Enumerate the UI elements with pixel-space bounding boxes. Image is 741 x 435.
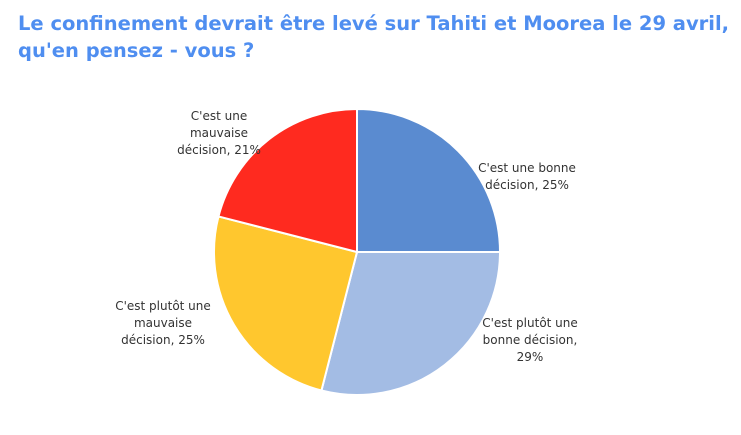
slice-data-label: C'est plutôt une mauvaise décision, 25%	[115, 299, 211, 347]
chart-title: Le confinement devrait être levé sur Tah…	[18, 12, 730, 62]
pie-slice-0	[356, 107, 502, 253]
pie-slice-3	[217, 107, 358, 254]
slice-data-label: C'est une mauvaise décision, 21%	[177, 109, 261, 157]
slice-data-label: C'est plutôt une bonne décision, 29%	[482, 316, 578, 364]
pie-slice-2	[213, 215, 359, 392]
slice-data-label: C'est une bonne décision, 25%	[478, 161, 576, 192]
pie-slice-1	[320, 251, 502, 396]
